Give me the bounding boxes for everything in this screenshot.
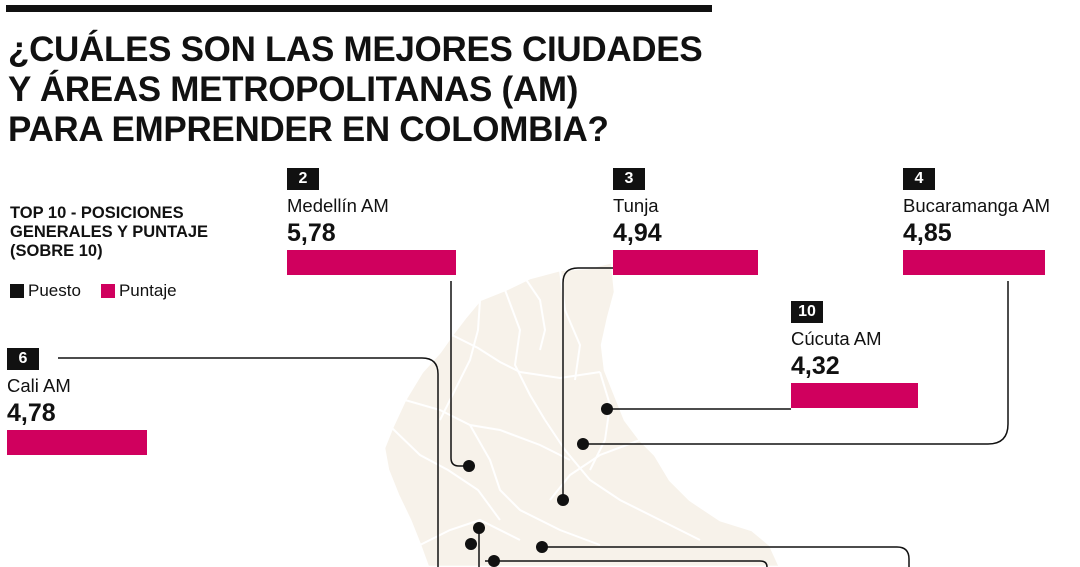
rank-badge: 6	[7, 348, 39, 370]
legend-swatch-puesto	[10, 284, 24, 298]
leader-line-tunja	[562, 267, 613, 500]
rank-badge: 4	[903, 168, 935, 190]
leader-line-unlabeled-1	[542, 546, 910, 567]
chart-subtitle: TOP 10 - POSICIONES GENERALES Y PUNTAJE …	[10, 204, 209, 260]
city-markers	[463, 403, 613, 567]
city-name: Medellín AM	[287, 195, 389, 216]
score-value: 4,32	[791, 352, 840, 380]
city-card-bucaramanga: 4 Bucaramanga AM 4,85	[903, 168, 1050, 275]
marker-medellin	[463, 460, 475, 472]
marker-unlabeled-2	[465, 538, 477, 550]
leader-line-medellin	[450, 281, 469, 467]
score-bar	[7, 430, 147, 455]
leader-line-bucaramanga	[583, 281, 1009, 445]
city-name: Cali AM	[7, 375, 71, 396]
score-bar	[903, 250, 1045, 275]
city-card-tunja: 3 Tunja 4,94	[613, 168, 758, 275]
title-line-3: PARA EMPRENDER EN COLOMBIA?	[8, 110, 609, 149]
legend-swatch-puntaje	[100, 284, 115, 298]
leader-line-unlabeled-2	[485, 560, 768, 567]
leader-lines	[58, 267, 1009, 567]
city-card-cucuta: 10 Cúcuta AM 4,32	[791, 301, 918, 408]
rank-badge: 3	[613, 168, 645, 190]
legend-label-puntaje: Puntaje	[118, 281, 177, 300]
rank-badge: 10	[791, 301, 823, 323]
legend-item-puntaje: Puntaje	[100, 281, 177, 301]
city-card-medellin: 2 Medellín AM 5,78	[287, 168, 456, 275]
city-name: Bucaramanga AM	[903, 195, 1051, 216]
chart-title: ¿CUÁLES SON LAS MEJORES CIUDADES Y ÁREAS…	[8, 30, 703, 150]
city-name: Tunja	[613, 195, 659, 216]
score-bar	[287, 250, 456, 275]
marker-unlabeled-4	[488, 555, 500, 567]
score-bar	[613, 250, 758, 275]
top-rule	[6, 5, 712, 12]
legend-label-puesto: Puesto	[28, 281, 81, 300]
title-line-2: Y ÁREAS METROPOLITANAS (AM)	[8, 70, 579, 109]
marker-bucaramanga	[577, 438, 589, 450]
marker-tunja	[557, 494, 569, 506]
map-shape	[382, 260, 782, 567]
leader-line-cali	[58, 357, 439, 567]
rank-badge: 2	[287, 168, 319, 190]
score-value: 5,78	[287, 219, 336, 247]
marker-unlabeled-1	[473, 522, 485, 534]
title-line-1: ¿CUÁLES SON LAS MEJORES CIUDADES	[8, 30, 703, 69]
marker-cucuta	[601, 403, 613, 415]
legend-item-puesto: Puesto	[10, 281, 81, 301]
score-bar	[791, 383, 918, 408]
city-card-cali: 6 Cali AM 4,78	[7, 348, 147, 455]
score-value: 4,78	[7, 399, 56, 427]
marker-unlabeled-3	[536, 541, 548, 553]
score-value: 4,85	[903, 219, 952, 247]
legend: Puesto Puntaje	[10, 281, 197, 301]
city-name: Cúcuta AM	[791, 328, 882, 349]
score-value: 4,94	[613, 219, 662, 247]
